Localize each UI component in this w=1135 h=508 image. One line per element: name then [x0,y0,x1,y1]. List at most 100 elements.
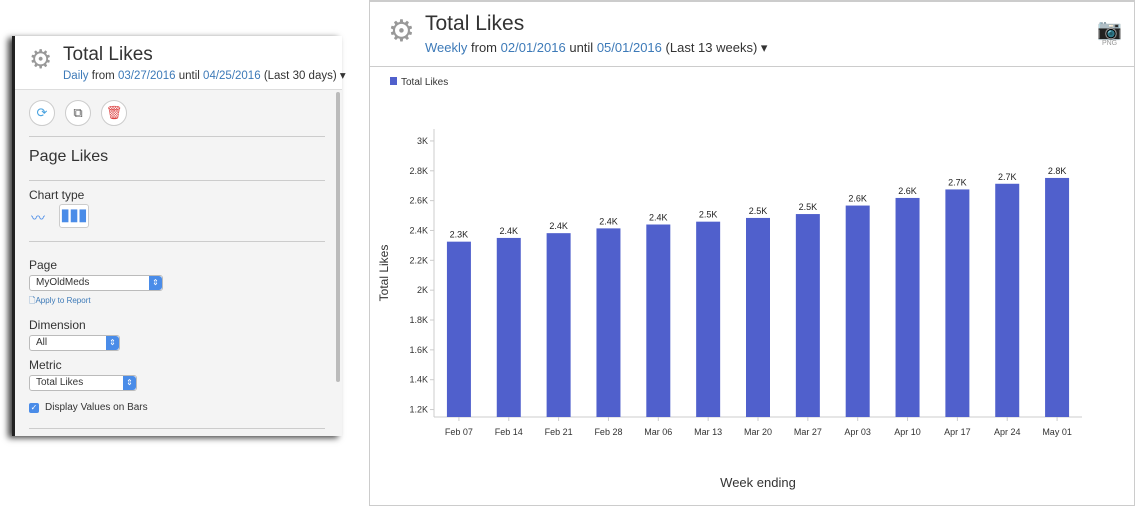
checkmark-icon: ✓ [29,403,39,413]
divider [29,428,325,429]
panel-title: Total Likes [63,44,153,65]
line-chart-icon[interactable]: 〰 [31,210,45,226]
data-label: 2.8K [1048,166,1067,176]
y-axis-title: Total Likes [377,245,391,302]
from-label: from [91,70,115,82]
bar [546,233,571,417]
x-tick-label: Feb 21 [545,427,573,437]
apply-label: Apply to Report [35,296,91,305]
data-label: 2.4K [500,226,519,236]
metric-select-value: Total Likes [36,377,84,388]
page-select[interactable]: MyOldMeds ⇕ [29,275,163,291]
from-date-link[interactable]: 03/27/2016 [117,70,176,82]
page-select-value: MyOldMeds [36,277,90,288]
chart-type-label: Chart type [29,188,85,202]
x-tick-label: Mar 13 [694,427,722,437]
divider [29,180,325,181]
x-tick-label: Mar 06 [644,427,672,437]
metric-select[interactable]: Total Likes ⇕ [29,375,137,391]
dimension-label: Dimension [29,318,86,332]
apply-to-report-link[interactable]: 🗋Apply to Report [29,296,91,305]
caret-down-icon[interactable]: ▾ [760,40,768,55]
dimension-select-value: All [36,337,48,348]
x-tick-label: Feb 28 [594,427,622,437]
from-date-link[interactable]: 02/01/2016 [500,40,566,55]
from-label: from [471,40,498,55]
bar [995,183,1020,417]
duplicate-icon[interactable]: ⧉ [65,100,91,126]
bar [945,189,970,417]
y-tick-label: 2K [417,285,428,295]
display-values-checkbox[interactable]: ✓ Display Values on Bars [29,402,148,413]
select-arrows-icon: ⇕ [149,276,162,290]
bar [646,224,671,417]
y-tick-label: 2.2K [409,255,428,265]
data-label: 2.4K [549,221,568,231]
y-tick-label: 2.4K [409,225,428,235]
export-label: PNG [1101,40,1118,47]
range-label: (Last 30 days) [263,70,337,82]
chart-settings-panel: ⚙ Total Likes Daily from 03/27/2016 unti… [12,36,346,436]
display-values-label: Display Values on Bars [45,402,148,413]
metric-label: Metric [29,358,62,372]
x-tick-label: Apr 17 [944,427,971,437]
bar [795,214,820,417]
until-date-link[interactable]: 05/01/2016 [596,40,662,55]
divider [29,136,325,137]
bar-chart-icon[interactable]: ▮▮▮ [59,204,89,228]
data-label: 2.3K [450,230,469,240]
refresh-icon[interactable]: ⟳ [29,100,55,126]
export-png-button[interactable]: 📷 PNG [1097,20,1122,47]
granularity-link[interactable]: Weekly [425,40,468,55]
scrollbar[interactable] [336,92,340,382]
data-label: 2.6K [848,194,867,204]
until-date-link[interactable]: 04/25/2016 [203,70,261,82]
panel-header: ⚙ Total Likes Daily from 03/27/2016 unti… [15,36,346,90]
bar [845,205,870,417]
data-label: 2.5K [799,202,818,212]
date-range[interactable]: Daily from 03/27/2016 until 04/25/2016 (… [63,68,346,82]
data-label: 2.5K [699,210,718,220]
x-tick-label: Mar 20 [744,427,772,437]
y-tick-label: 1.2K [409,405,428,415]
bar [496,237,521,417]
legend-swatch [390,77,397,85]
select-arrows-icon: ⇕ [123,376,136,390]
page-label: Page [29,258,58,272]
data-label: 2.7K [948,177,967,187]
data-label: 2.7K [998,172,1017,182]
camera-icon: 📷 [1097,19,1122,41]
gear-icon[interactable]: ⚙ [388,15,415,48]
bar-chart: Total Likes 1.2K 1.4K 1.6K 1.8K 2K 2.2K 2.4K 2.6… [370,66,1134,490]
y-tick-label: 1.8K [409,315,428,325]
trash-icon[interactable]: 🗑 [101,100,127,126]
granularity-link[interactable]: Daily [63,70,89,82]
x-tick-label: Apr 10 [894,427,921,437]
data-label: 2.4K [599,216,618,226]
x-tick-label: Mar 27 [794,427,822,437]
x-tick-label: Apr 03 [844,427,871,437]
until-label: until [178,70,200,82]
bar [895,197,920,417]
range-label: (Last 13 weeks) [665,40,758,55]
until-label: until [569,40,594,55]
y-tick-label: 1.4K [409,375,428,385]
caret-down-icon[interactable]: ▾ [339,70,346,82]
x-tick-label: Apr 24 [994,427,1021,437]
y-tick-label: 3K [417,136,428,146]
legend-label: Total Likes [401,77,448,88]
bar [596,228,621,417]
x-tick-label: Feb 14 [495,427,523,437]
data-label: 2.5K [749,206,768,216]
gear-icon[interactable]: ⚙ [29,44,53,74]
select-arrows-icon: ⇕ [106,336,119,350]
date-range[interactable]: Weekly from 02/01/2016 until 05/01/2016 … [425,40,767,56]
bar [1045,177,1070,417]
y-tick-label: 2.6K [409,196,428,206]
dimension-select[interactable]: All ⇕ [29,335,120,351]
divider [29,241,325,242]
x-tick-label: May 01 [1042,427,1072,437]
data-label: 2.4K [649,213,668,223]
y-tick-label: 2.8K [409,166,428,176]
chart-title: Total Likes [425,12,525,35]
